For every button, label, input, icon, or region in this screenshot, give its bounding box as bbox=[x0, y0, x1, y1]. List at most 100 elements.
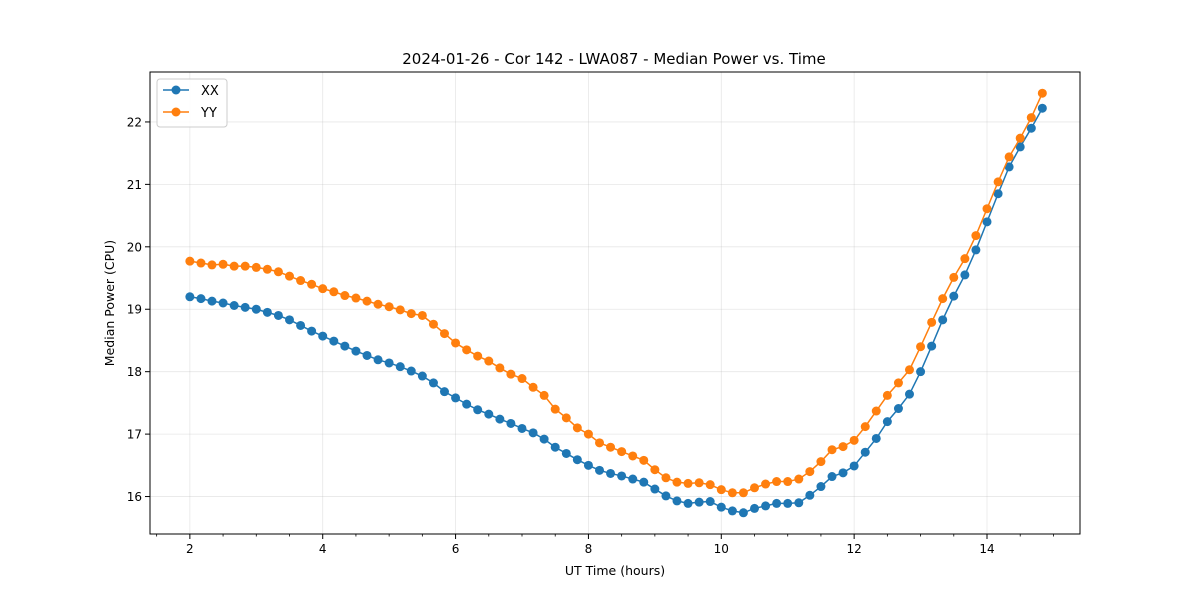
data-point-xx bbox=[550, 442, 560, 452]
y-tick-label: 20 bbox=[127, 240, 142, 254]
data-point-xx bbox=[273, 310, 283, 320]
data-point-xx bbox=[185, 292, 195, 302]
legend: XX YY bbox=[156, 78, 228, 128]
x-tick-label: 4 bbox=[319, 542, 327, 556]
y-tick-label: 18 bbox=[127, 365, 142, 379]
data-point-xx bbox=[318, 331, 328, 341]
data-point-xx bbox=[628, 474, 638, 484]
plot-frame bbox=[149, 71, 1081, 535]
y-tick-label: 19 bbox=[127, 303, 142, 317]
data-point-xx bbox=[539, 434, 549, 444]
data-point-yy bbox=[993, 177, 1003, 187]
data-point-xx bbox=[949, 291, 959, 301]
data-point-xx bbox=[583, 460, 593, 470]
data-point-yy bbox=[750, 483, 759, 493]
data-point-xx bbox=[761, 501, 771, 511]
data-point-xx bbox=[251, 304, 261, 314]
data-point-yy bbox=[705, 480, 715, 490]
data-point-xx bbox=[971, 245, 981, 255]
data-point-xx bbox=[827, 472, 837, 482]
data-point-yy bbox=[683, 478, 693, 488]
data-point-yy bbox=[661, 473, 671, 483]
data-point-xx bbox=[1026, 123, 1036, 133]
data-point-xx bbox=[595, 465, 605, 475]
data-point-yy bbox=[761, 479, 771, 489]
data-point-yy bbox=[949, 272, 959, 282]
data-point-yy bbox=[340, 291, 350, 301]
data-point-yy bbox=[927, 317, 937, 327]
data-point-xx bbox=[838, 468, 848, 478]
data-point-yy bbox=[882, 390, 892, 400]
data-point-yy bbox=[351, 293, 361, 303]
data-point-yy bbox=[395, 305, 405, 315]
data-point-yy bbox=[982, 204, 992, 214]
chart-title: 2024-01-26 - Cor 142 - LWA087 - Median P… bbox=[402, 50, 826, 68]
y-tick-label: 16 bbox=[127, 490, 142, 504]
data-point-xx bbox=[329, 336, 339, 346]
series-xx bbox=[185, 103, 1047, 518]
data-point-xx bbox=[451, 393, 461, 403]
data-point-yy bbox=[218, 259, 228, 269]
x-axis-label: UT Time (hours) bbox=[565, 563, 665, 578]
x-tick-label: 6 bbox=[452, 542, 460, 556]
data-point-yy bbox=[904, 365, 914, 375]
data-point-yy bbox=[517, 374, 527, 384]
data-point-yy bbox=[628, 451, 638, 461]
data-point-yy bbox=[1004, 152, 1014, 162]
data-point-yy bbox=[539, 390, 549, 400]
data-point-xx bbox=[772, 498, 782, 508]
data-point-yy bbox=[196, 258, 206, 268]
data-point-xx bbox=[1004, 162, 1014, 172]
data-point-xx bbox=[373, 355, 383, 365]
data-point-xx bbox=[650, 484, 660, 494]
data-point-xx bbox=[1015, 142, 1025, 152]
data-point-xx bbox=[705, 497, 715, 507]
data-point-yy bbox=[849, 435, 859, 445]
data-point-yy bbox=[1026, 113, 1036, 123]
data-point-yy bbox=[583, 429, 593, 439]
data-point-xx bbox=[439, 387, 449, 397]
data-point-xx bbox=[849, 461, 859, 471]
data-point-yy bbox=[738, 488, 748, 498]
data-point-yy bbox=[251, 262, 261, 272]
data-point-xx bbox=[805, 490, 815, 500]
data-point-yy bbox=[185, 256, 195, 266]
data-point-xx bbox=[893, 404, 903, 414]
data-point-yy bbox=[971, 231, 981, 241]
data-point-yy bbox=[1015, 133, 1025, 143]
data-point-yy bbox=[362, 296, 372, 306]
data-point-yy bbox=[938, 294, 948, 304]
legend-marker-yy bbox=[171, 107, 181, 117]
data-point-yy bbox=[783, 477, 793, 487]
data-point-xx bbox=[794, 498, 804, 508]
data-point-xx bbox=[716, 502, 726, 512]
data-point-yy bbox=[207, 260, 217, 270]
x-tick-label: 2 bbox=[186, 542, 194, 556]
data-point-xx bbox=[694, 497, 704, 507]
data-point-yy bbox=[417, 310, 427, 320]
data-point-yy bbox=[606, 442, 616, 452]
data-point-yy bbox=[716, 485, 726, 495]
data-point-yy bbox=[1037, 88, 1047, 98]
legend-label-xx: XX bbox=[201, 84, 219, 99]
data-point-yy bbox=[893, 378, 903, 388]
data-point-yy bbox=[428, 319, 438, 329]
data-point-yy bbox=[794, 474, 804, 484]
data-point-yy bbox=[506, 369, 516, 379]
data-point-xx bbox=[285, 315, 294, 325]
data-point-yy bbox=[307, 279, 317, 289]
legend-label-yy: YY bbox=[200, 106, 217, 121]
data-point-yy bbox=[639, 455, 649, 465]
data-point-xx bbox=[351, 346, 361, 356]
data-point-yy bbox=[484, 356, 494, 366]
data-point-xx bbox=[296, 320, 306, 330]
data-point-yy bbox=[384, 302, 394, 312]
data-point-xx bbox=[528, 428, 538, 438]
data-point-xx bbox=[661, 491, 671, 501]
series-layer bbox=[185, 88, 1047, 518]
data-point-xx bbox=[927, 341, 937, 351]
x-tick-label: 8 bbox=[585, 542, 593, 556]
y-tick-label: 17 bbox=[127, 428, 142, 442]
data-point-yy bbox=[273, 267, 283, 277]
data-point-xx bbox=[229, 301, 239, 310]
